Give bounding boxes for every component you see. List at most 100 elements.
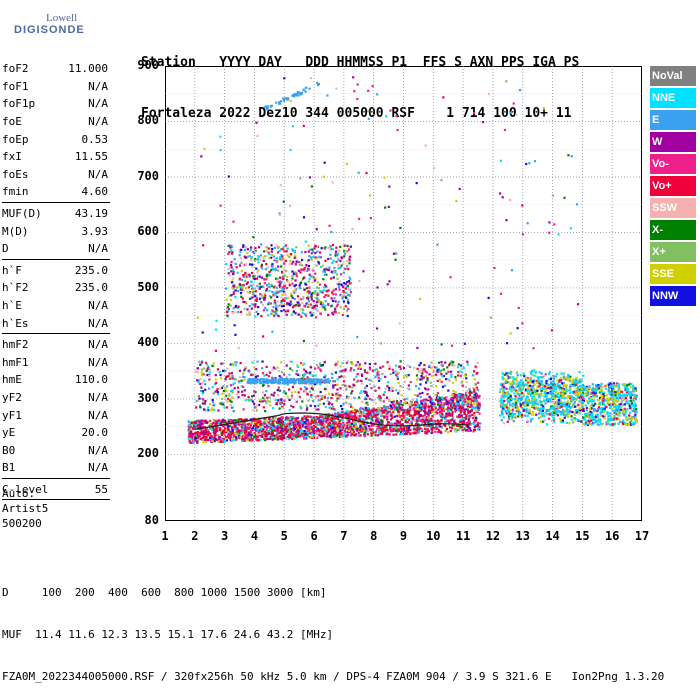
param-name: fmin [2, 185, 29, 198]
param-name: foE [2, 115, 22, 128]
param-value: N/A [88, 444, 110, 457]
param-value: 55 [95, 483, 110, 496]
param-name: h`F [2, 264, 22, 277]
param-row: fxI 11.55 [2, 148, 110, 166]
param-value: N/A [88, 80, 110, 93]
param-value: 20.0 [82, 426, 111, 439]
param-row: foF1 N/A [2, 78, 110, 96]
param-value: 235.0 [75, 281, 110, 294]
y-tick-label: 200 [129, 446, 159, 460]
param-row: foE N/A [2, 113, 110, 131]
param-value: N/A [88, 409, 110, 422]
param-value: 43.19 [75, 207, 110, 220]
param-value: N/A [88, 97, 110, 110]
param-name: h`Es [2, 317, 29, 330]
param-value: N/A [88, 338, 110, 351]
param-row: hmE 110.0 [2, 371, 110, 389]
x-tick-label: 12 [485, 529, 501, 543]
param-name: foF1p [2, 97, 35, 110]
legend-item-e: E [650, 110, 696, 130]
y-tick-label: 600 [129, 224, 159, 238]
param-row: foF2 11.000 [2, 60, 110, 78]
param-separator [2, 202, 110, 203]
param-name: hmF2 [2, 338, 29, 351]
param-name: yE [2, 426, 15, 439]
lowell-digisonde-logo: Lowell DIGISONDE [6, 8, 126, 44]
x-tick-label: 11 [455, 529, 471, 543]
footer-file-info: FZA0M_2022344005000.RSF / 320fx256h 50 k… [2, 670, 664, 684]
legend-item-vo-: Vo+ [650, 176, 696, 196]
param-separator [2, 478, 110, 479]
param-value: 235.0 [75, 264, 110, 277]
x-tick-label: 16 [604, 529, 620, 543]
y-tick-label: 900 [129, 58, 159, 72]
x-tick-label: 6 [306, 529, 322, 543]
param-separator [2, 333, 110, 334]
y-tick-label: 800 [129, 113, 159, 127]
param-name: hmE [2, 373, 22, 386]
param-name: B0 [2, 444, 15, 457]
param-value: 11.000 [68, 62, 110, 75]
x-tick-label: 8 [366, 529, 382, 543]
ionogram-svg [165, 66, 642, 521]
param-row: foF1p N/A [2, 95, 110, 113]
legend-item-vo-: Vo- [650, 154, 696, 174]
param-name: h`F2 [2, 281, 29, 294]
param-name: M(D) [2, 225, 29, 238]
param-name: h`E [2, 299, 22, 312]
param-row: hmF2 N/A [2, 336, 110, 354]
param-row: yF1 N/A [2, 406, 110, 424]
auto-label: Auto: [2, 486, 48, 501]
param-row: h`F 235.0 [2, 262, 110, 280]
param-name: foF1 [2, 80, 29, 93]
footer-muf-row: MUF 11.4 11.6 12.3 13.5 15.1 17.6 24.6 4… [2, 628, 664, 642]
auto-version: 500200 [2, 516, 48, 531]
param-value: N/A [88, 115, 110, 128]
autoscaling-info: Auto: Artist5 500200 [2, 486, 48, 531]
param-name: D [2, 242, 9, 255]
param-name: hmF1 [2, 356, 29, 369]
x-tick-label: 15 [574, 529, 590, 543]
param-value: N/A [88, 168, 110, 181]
x-tick-label: 7 [336, 529, 352, 543]
param-name: B1 [2, 461, 15, 474]
param-value: 4.60 [82, 185, 111, 198]
param-value: N/A [88, 391, 110, 404]
param-row: B0 N/A [2, 441, 110, 459]
param-value: 3.93 [82, 225, 111, 238]
param-name: fxI [2, 150, 22, 163]
param-row: M(D) 3.93 [2, 222, 110, 240]
footer: D 100 200 400 600 800 1000 1500 3000 [km… [2, 558, 664, 698]
x-tick-label: 2 [187, 529, 203, 543]
param-value: 110.0 [75, 373, 110, 386]
x-tick-label: 10 [425, 529, 441, 543]
param-row: B1 N/A [2, 459, 110, 477]
x-tick-label: 5 [276, 529, 292, 543]
param-value: N/A [88, 317, 110, 330]
x-tick-label: 13 [515, 529, 531, 543]
param-row: yE 20.0 [2, 424, 110, 442]
ionogram-plot [165, 66, 642, 521]
param-row: h`F2 235.0 [2, 279, 110, 297]
x-tick-label: 1 [157, 529, 173, 543]
param-name: foF2 [2, 62, 29, 75]
x-tick-label: 3 [217, 529, 233, 543]
legend-item-nnw: NNW [650, 286, 696, 306]
param-value: N/A [88, 461, 110, 474]
param-value: 11.55 [75, 150, 110, 163]
plot-frame [166, 67, 642, 521]
auto-program: Artist5 [2, 501, 48, 516]
x-tick-label: 17 [634, 529, 650, 543]
y-tick-label: 400 [129, 335, 159, 349]
param-name: foEp [2, 133, 29, 146]
legend-item-x-: X+ [650, 242, 696, 262]
legend-item-x-: X- [650, 220, 696, 240]
param-name: yF1 [2, 409, 22, 422]
